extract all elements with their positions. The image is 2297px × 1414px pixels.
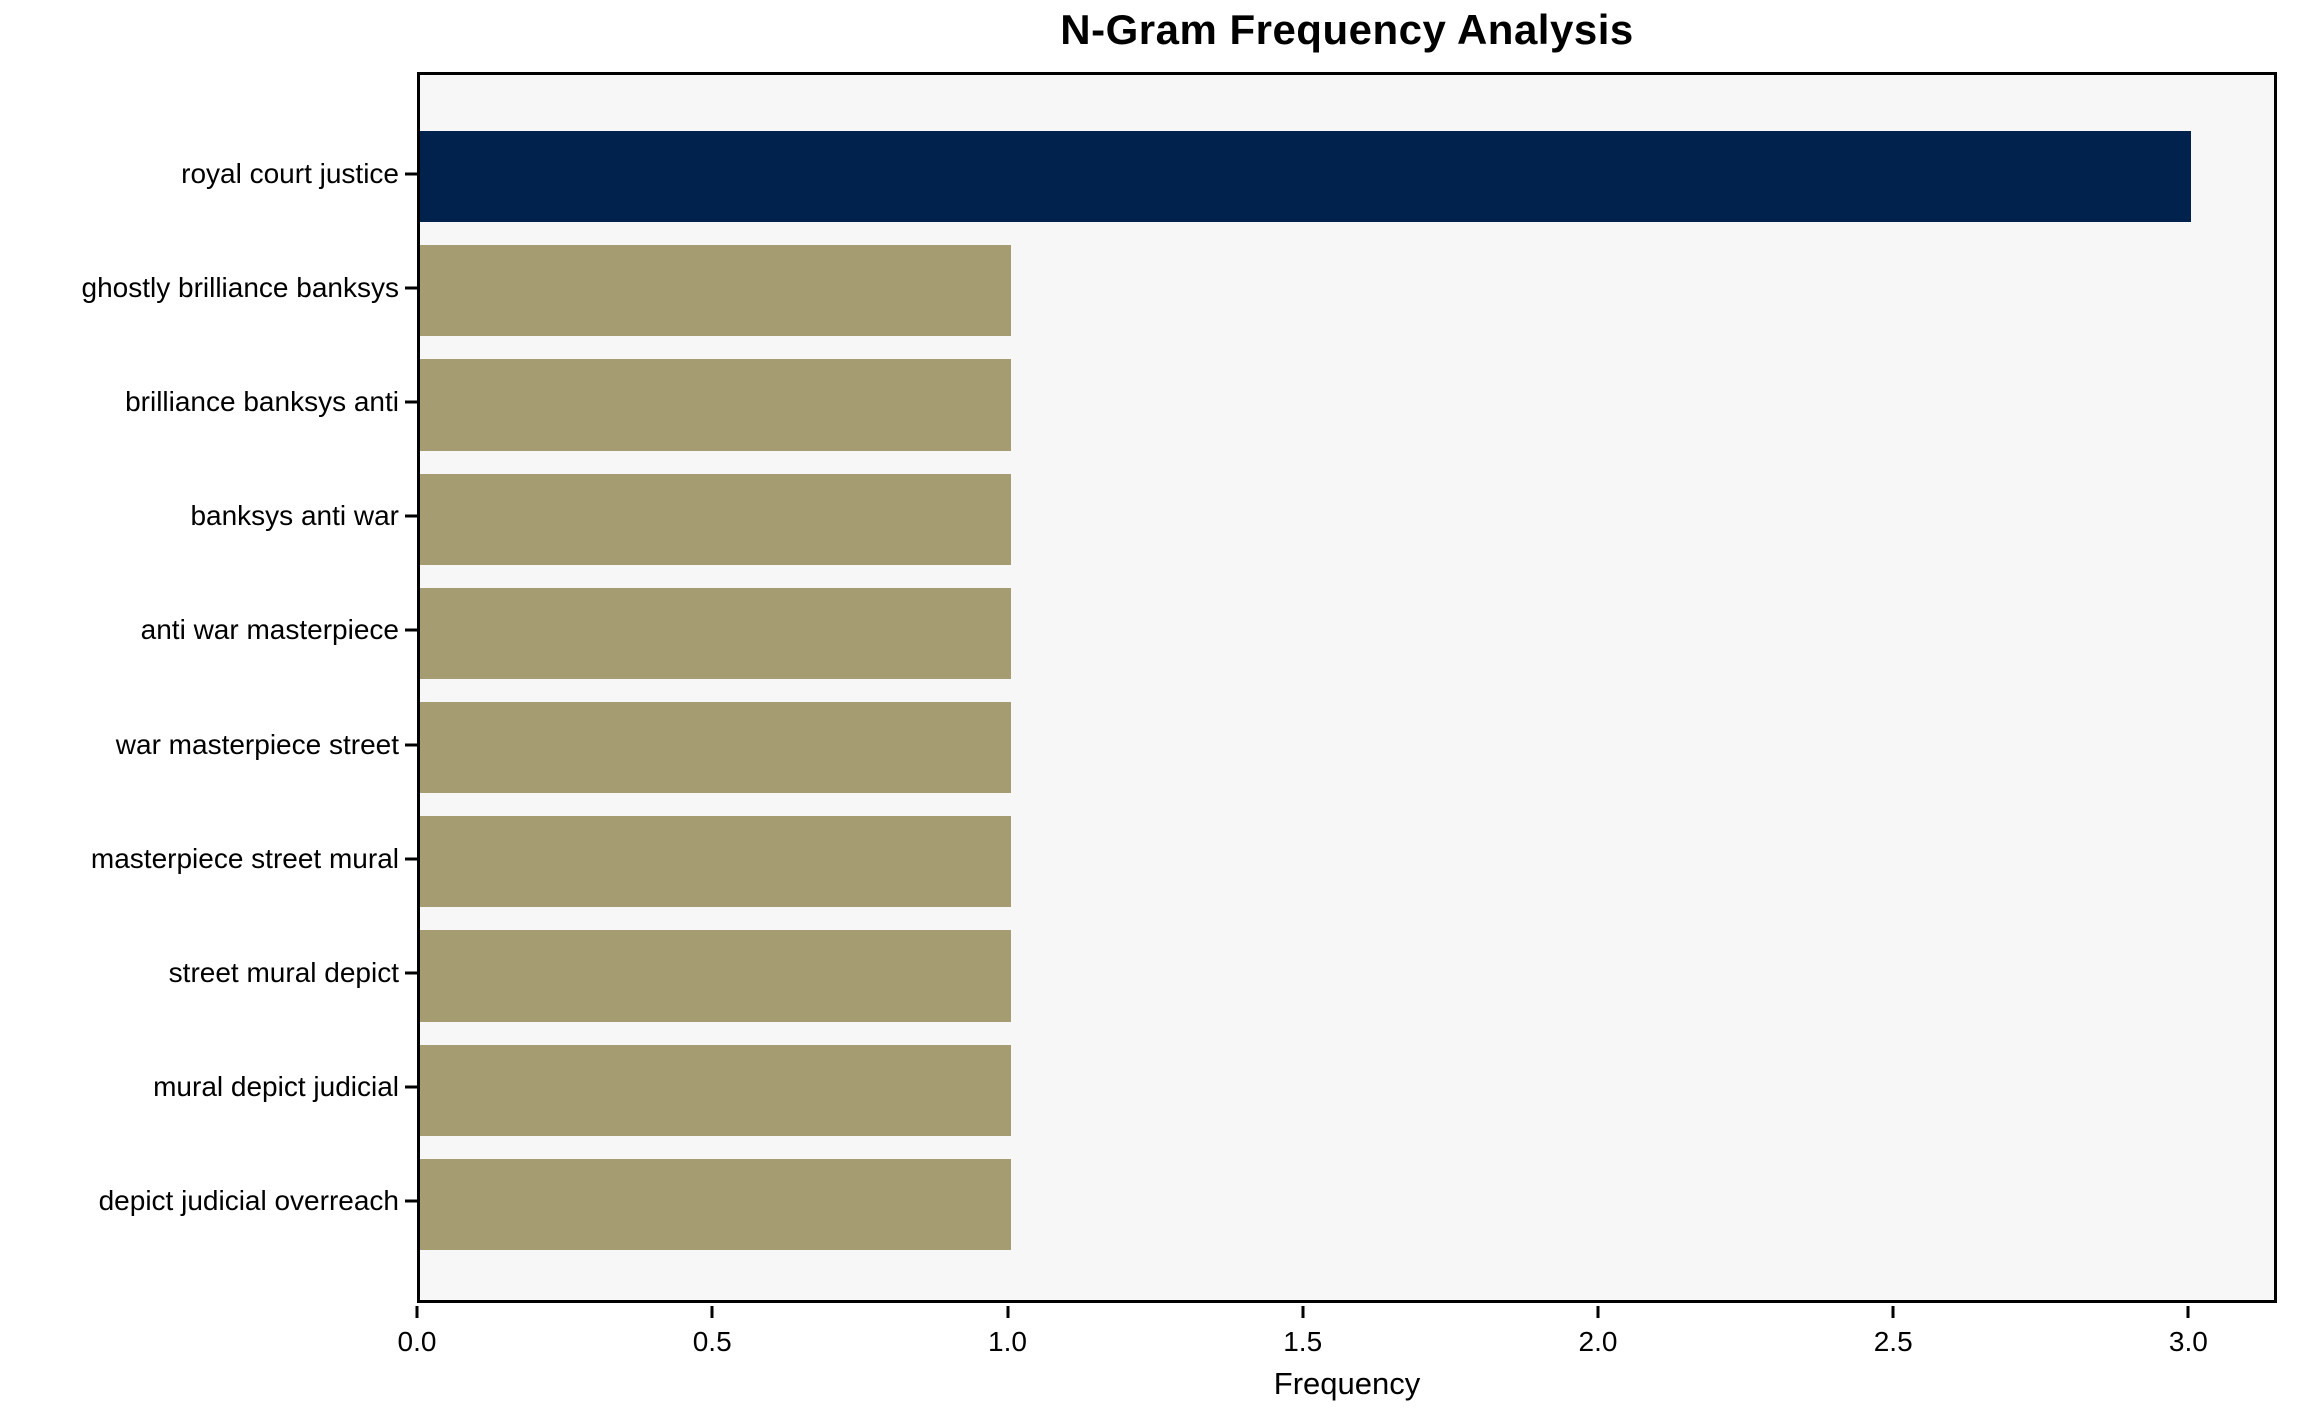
bar-anti-war-masterpiece [420,587,1011,680]
y-tick-label: brilliance banksys anti [125,386,399,417]
y-tick-mark [405,400,417,404]
x-tick-mark [1596,1306,1600,1318]
bar-brilliance-banksys-anti [420,359,1011,451]
bar-royal-court-justice [420,131,2192,223]
bar-depict-judicial-overreach [420,1158,1011,1251]
bar-mural-depict-judicial [420,1044,1011,1136]
y-tick-label: street mural depict [168,957,399,988]
x-tick-label: 1.0 [988,1326,1027,1357]
y-tick-label: war masterpiece street [115,728,399,760]
x-axis-label: Frequency [1273,1366,1421,1401]
y-tick-label: mural depict judicial [153,1071,399,1103]
y-tick-mark [405,971,417,975]
y-tick-mark [405,628,417,632]
x-tick-label: 0.0 [397,1326,437,1357]
bar-masterpiece-street-mural [420,816,1011,908]
x-tick-mark [2186,1306,2190,1318]
bar-ghostly-brilliance-banksys [420,245,1011,337]
x-tick-mark [415,1306,419,1318]
y-tick-label: banksys anti war [190,500,399,532]
y-tick-label: masterpiece street mural [90,842,399,874]
y-tick-label: ghostly brilliance banksys [81,271,400,303]
bar-war-masterpiece-street [420,701,1011,794]
x-tick-mark [710,1306,714,1318]
y-tick-label: anti war masterpiece [140,614,399,646]
chart-title: N-Gram Frequency Analysis [1060,6,1634,53]
y-tick-mark [405,743,417,747]
bar-banksys-anti-war [420,473,1011,565]
x-tick-label: 3.0 [2168,1326,2208,1357]
plot-area [417,72,2277,1303]
x-tick-mark [1006,1306,1009,1318]
y-tick-label: royal court justice [181,157,399,189]
x-tick-mark [1891,1306,1895,1318]
x-tick-label: 2.5 [1873,1326,1913,1357]
x-tick-label: 1.5 [1283,1326,1323,1357]
bar-street-mural-depict [420,930,1011,1022]
y-tick-mark [405,857,417,861]
x-tick-label: 0.5 [692,1326,732,1357]
y-tick-mark [405,514,417,518]
x-tick-mark [1301,1306,1305,1318]
y-tick-mark [405,286,417,290]
y-tick-mark [405,172,417,176]
y-tick-label: depict judicial overreach [98,1185,399,1217]
y-tick-mark [405,1199,417,1203]
y-tick-mark [405,1085,417,1089]
x-tick-label: 2.0 [1578,1326,1618,1357]
